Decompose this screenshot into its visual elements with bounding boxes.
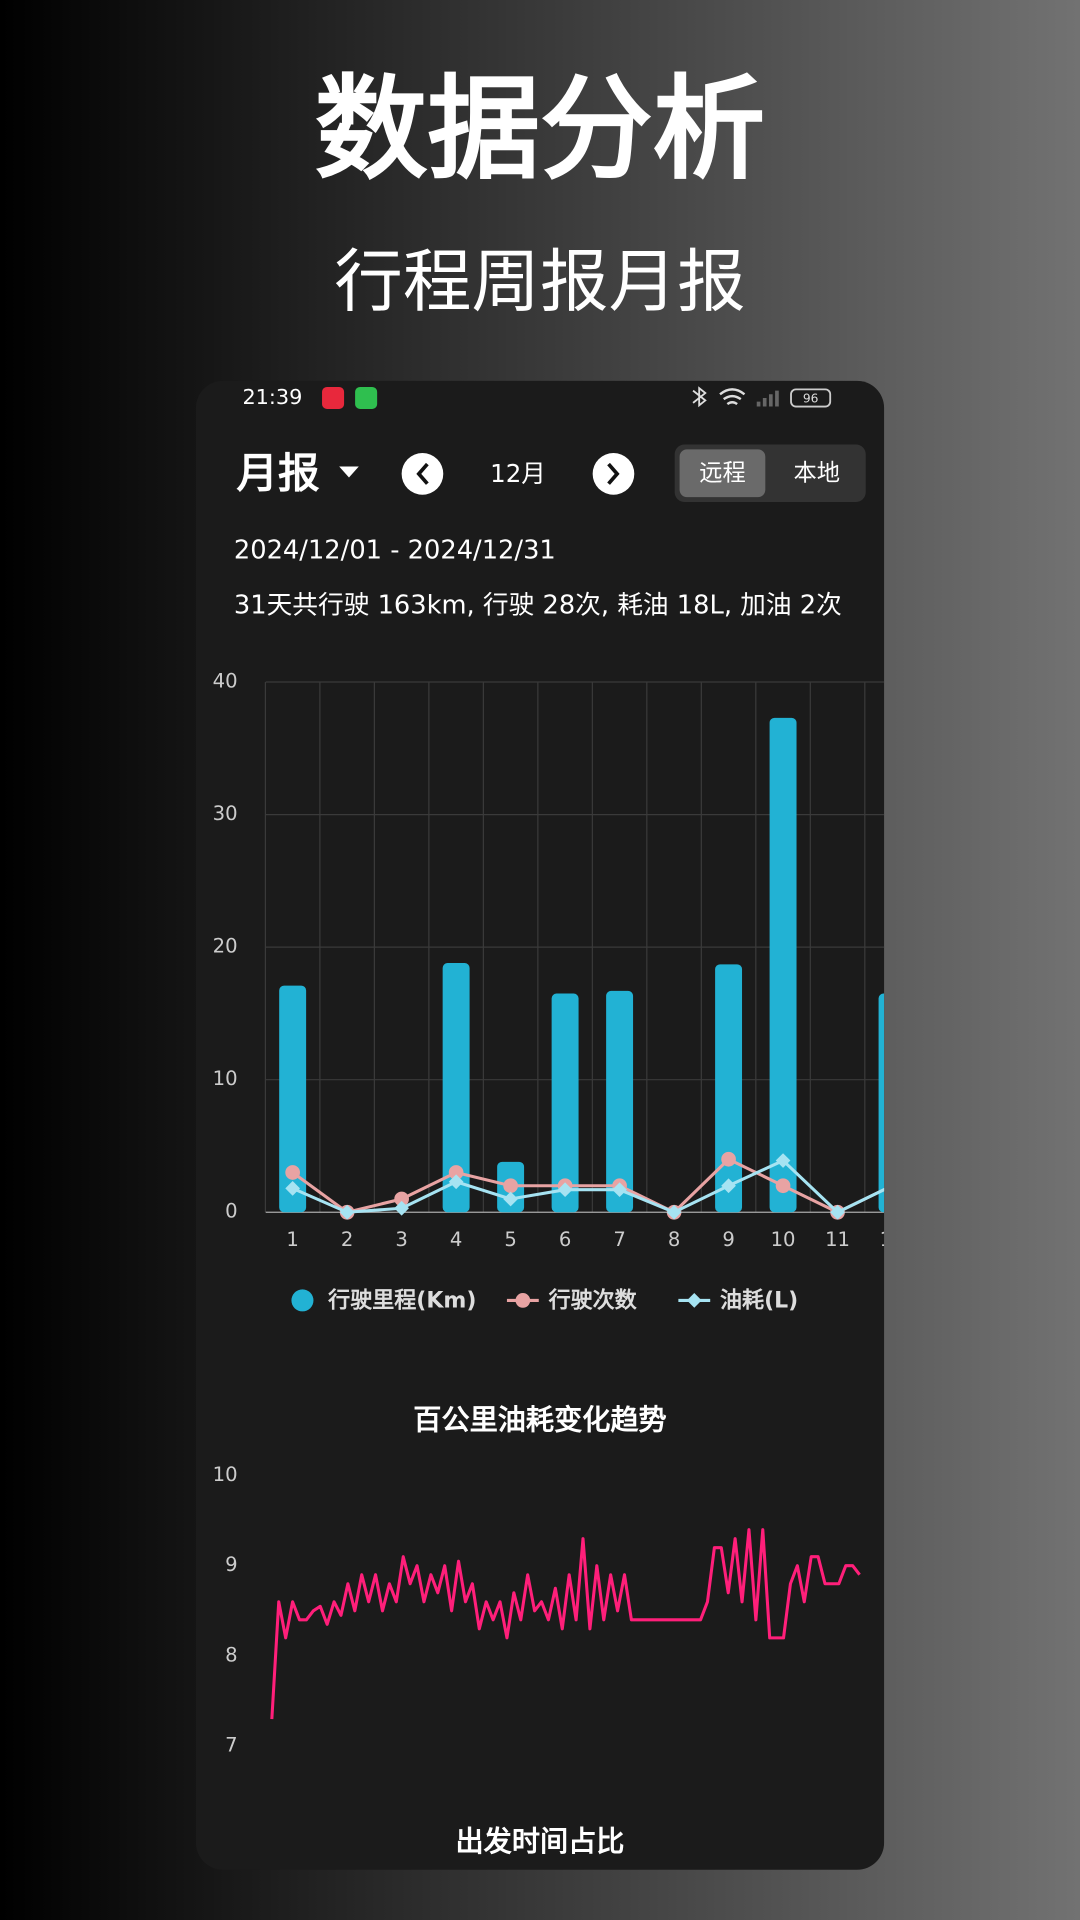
selected-tab[interactable] [679,449,766,498]
app-icon [322,386,345,409]
prev-button[interactable] [401,453,444,495]
x-tick-label: 4 [450,1228,462,1251]
bar [279,985,307,1213]
legend-swatch [291,1289,314,1312]
y-tick-label: 10 [213,1067,238,1090]
next-button[interactable] [592,453,635,495]
legend-label: 油耗(L) [720,1288,798,1314]
y-tick-label: 10 [213,1463,238,1486]
phone-content: 21:39 96 月报 12月 远程 本地 2024/12/01 - 2024/… [213,385,905,1858]
y-tick-label: 8 [225,1643,237,1666]
marker [775,1153,791,1168]
x-tick-label: 8 [668,1228,680,1251]
battery-icon [790,388,832,408]
marker [503,1178,518,1194]
marker [285,1181,300,1196]
marker [285,1165,300,1180]
marker [339,1204,355,1220]
bar [769,717,797,1213]
marker [503,1191,518,1207]
section-title: 出发时间占比 [456,1825,625,1858]
phone-card [195,380,885,1870]
line [291,1157,885,1215]
legend-swatch [515,1293,531,1308]
line [270,1528,861,1720]
marker [775,1178,791,1194]
x-tick-label: 12 [880,1228,905,1251]
status-time: 21:39 [242,385,302,409]
marker [394,1191,409,1207]
x-tick-label: 5 [504,1228,516,1251]
x-tick-label: 10 [771,1228,796,1251]
y-tick-label: 9 [225,1553,237,1576]
battery-level: 96 [803,392,819,406]
app-icon [355,386,378,409]
bar [715,964,743,1213]
tab-remote[interactable]: 远程 [699,459,746,486]
marker [557,1182,573,1198]
month-label: 12月 [490,459,546,488]
period-selector[interactable]: 月报 [236,448,320,497]
y-tick-label: 7 [225,1734,237,1757]
x-tick-label: 7 [613,1228,625,1251]
x-tick-label: 9 [722,1228,734,1251]
x-tick-label: 11 [825,1228,850,1251]
summary: 31天共行驶 163km, 行驶 28次, 耗油 18L, 加油 2次 [234,591,842,621]
bar [442,963,470,1213]
x-tick-label: 2 [341,1228,353,1251]
y-tick-label: 20 [213,935,238,958]
x-tick-label: 6 [559,1228,571,1251]
legend-swatch [686,1293,702,1308]
y-tick-label: 40 [213,670,238,693]
wifi-icon [719,388,746,406]
marker [721,1178,736,1194]
legend-label: 行驶次数 [548,1288,638,1314]
bar [551,993,579,1213]
prev-chevron [416,462,429,485]
legend-label: 行驶里程(Km) [327,1288,476,1314]
dropdown-arrow[interactable] [339,466,359,478]
marker [721,1151,736,1167]
tab-local[interactable]: 本地 [793,459,840,486]
y-tick-label: 0 [225,1200,237,1223]
page-title: 数据分析 [315,63,766,195]
bar [606,990,634,1213]
y-tick-label: 30 [213,802,238,825]
x-tick-label: 1 [286,1228,298,1251]
signal-icon [756,390,779,407]
x-tick-label: 3 [395,1228,407,1251]
marker [666,1204,682,1220]
marker [448,1174,464,1190]
marker [830,1204,845,1220]
chart-title: 百公里油耗变化趋势 [413,1404,666,1437]
date-range: 2024/12/01 - 2024/12/31 [234,536,556,566]
line [292,1158,885,1215]
marker [448,1165,464,1180]
next-chevron [607,462,620,485]
page-subtitle: 行程周报月报 [334,243,745,323]
bluetooth-icon [692,386,707,408]
